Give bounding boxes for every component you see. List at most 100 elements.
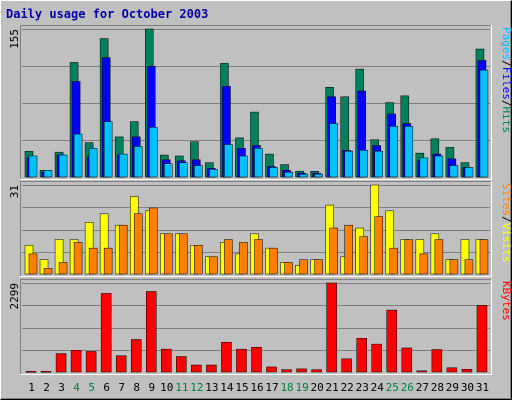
bar-sites [88,247,98,275]
bar-kbytes [281,369,292,373]
x-tick-label: 22 [341,381,354,394]
bar-pages [269,167,278,178]
y-max-label: 2299 [8,283,21,310]
x-tick-label: 2 [43,381,50,394]
bar-kbytes [341,358,352,373]
bar-sites [284,262,293,275]
series-legend: Pages/Files/Hits [500,27,512,133]
bar-kbytes [311,369,322,373]
bar-kbytes [326,282,337,373]
bar-sites [28,253,38,275]
x-tick-label: 7 [118,381,125,394]
bar-sites [149,207,158,275]
bar-kbytes [100,293,112,373]
x-tick-label: 3 [58,381,65,394]
x-tick-label: 27 [416,381,429,394]
bar-sites [224,239,233,275]
bar-sites [329,227,338,275]
bar-sites [58,262,68,275]
legend-item: / [500,60,512,67]
x-tick-label: 25 [386,381,399,394]
x-axis-labels: 1 2 3 4 5 6 7 8 9 10 11 12 13 14 15 16 17 18 19 20 21 22 23 24 2… [28,381,489,394]
bar-sites [449,259,459,275]
bar-pages [28,155,38,178]
bar-pages [254,148,263,178]
bar-pages [149,127,158,178]
bar-pages [239,155,248,178]
x-tick-label: 12 [190,381,203,394]
bar-kbytes [371,343,382,373]
bar-sites [464,259,474,275]
bar-sites [43,268,53,275]
x-tick-label: 16 [250,381,263,394]
x-tick-label: 10 [160,381,173,394]
bar-kbytes [55,353,67,373]
x-tick-label: 19 [295,381,308,394]
x-tick-label: 9 [148,381,155,394]
bar-pages [434,155,444,178]
bar-kbytes [416,370,428,373]
bar-pages [73,133,83,178]
bar-kbytes [191,364,202,373]
legend-item: Pages [500,27,512,60]
bar-pages [194,165,203,178]
x-tick-label: 21 [326,381,339,394]
x-tick-label: 11 [175,381,188,394]
y-max-label: 155 [8,29,21,49]
bar-pages [103,121,113,178]
x-tick-label: 17 [265,381,278,394]
bar-kbytes [161,348,172,373]
x-tick-label: 14 [220,381,234,394]
x-tick-label: 1 [28,381,35,394]
x-tick-label: 18 [280,381,293,394]
x-tick-label: 8 [133,381,140,394]
bar-pages [404,126,414,178]
legend-item: Visits [500,223,512,263]
x-tick-label: 28 [431,381,444,394]
bar-sites [374,216,383,275]
bar-sites [479,239,489,275]
bar-kbytes [146,291,157,373]
bar-sites [254,239,263,275]
x-tick-label: 23 [356,381,369,394]
bar-pages [179,162,188,178]
bar-pages [164,163,173,178]
bar-kbytes [296,368,307,373]
series-legend: Sites/Visits [500,183,512,263]
bottom-panel: 2299 KBytes [8,279,512,375]
bar-pages [88,148,98,178]
bar-kbytes [401,347,413,373]
bar-pages [209,169,218,178]
bar-sites [314,259,323,275]
bar-pages [374,150,383,178]
legend-item: KBytes [500,281,512,321]
bar-sites [419,253,429,275]
x-tick-label: 15 [235,381,248,394]
top-panel: 155 Pages/Files/Hits [8,25,512,180]
bar-sites [179,233,188,275]
chart-title: Daily usage for October 2003 [6,7,208,21]
bar-pages [314,173,323,178]
bar-sites [434,239,444,275]
bar-kbytes [85,351,97,373]
series-legend: KBytes [500,281,512,321]
bar-kbytes [461,369,473,373]
x-tick-label: 20 [311,381,324,394]
legend-item: Files [500,67,512,100]
bar-sites [194,245,203,275]
x-tick-label: 6 [103,381,110,394]
bar-pages [344,150,353,178]
bar-pages [133,146,143,178]
bar-pages [224,144,233,178]
legend-item: / [500,100,512,107]
x-tick-label: 5 [88,381,95,394]
bar-pages [479,69,489,178]
x-tick-label: 24 [371,381,385,394]
bar-pages [464,167,474,178]
bar-kbytes [356,338,367,373]
x-tick-label: 31 [476,381,489,394]
bar-sites [133,213,143,275]
